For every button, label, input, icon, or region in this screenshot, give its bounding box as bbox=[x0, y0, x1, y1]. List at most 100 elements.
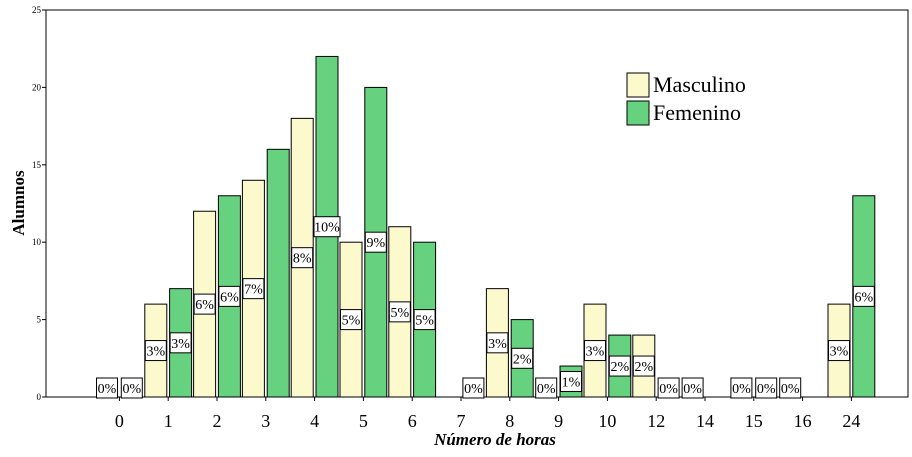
data-label-box bbox=[193, 293, 216, 315]
data-label-masculino-2: 6% bbox=[193, 293, 216, 315]
data-label-masculino-8: 3% bbox=[486, 332, 509, 354]
data-label-text: 5% bbox=[390, 306, 409, 321]
data-label-box bbox=[657, 377, 680, 399]
data-label-box bbox=[96, 377, 118, 399]
x-tick-label: 6 bbox=[408, 411, 417, 431]
y-tick-label: 10 bbox=[32, 237, 42, 247]
data-label-text: 6% bbox=[220, 290, 239, 305]
data-label-text: 6% bbox=[195, 298, 214, 313]
bar-femenino-3 bbox=[266, 148, 290, 398]
data-label-box bbox=[632, 355, 655, 377]
y-axis-title: Alumnos bbox=[9, 170, 28, 236]
data-label-femenino-4: 10% bbox=[313, 216, 341, 238]
data-label-femenino-10: 2% bbox=[608, 355, 631, 377]
data-label-box bbox=[486, 332, 509, 354]
data-label-box bbox=[291, 247, 314, 269]
data-label-femenino-12: 0% bbox=[657, 377, 680, 399]
data-label-box bbox=[388, 301, 411, 323]
data-label-text: 3% bbox=[830, 345, 849, 360]
data-label-box bbox=[779, 377, 802, 399]
x-tick-label: 14 bbox=[696, 411, 714, 431]
data-label-box bbox=[340, 309, 362, 331]
data-label-femenino-8: 2% bbox=[511, 347, 534, 369]
data-label-text: 0% bbox=[98, 382, 117, 397]
bars bbox=[144, 55, 876, 398]
data-label-text: 5% bbox=[415, 314, 434, 329]
data-label-box bbox=[608, 355, 631, 377]
x-tick-label: 24 bbox=[842, 411, 860, 431]
data-label-box bbox=[313, 216, 341, 238]
x-tick-label: 16 bbox=[794, 411, 812, 431]
data-label-box bbox=[364, 231, 387, 253]
legend-swatch-masculino bbox=[626, 72, 650, 98]
data-label-femenino-5: 9% bbox=[364, 231, 387, 253]
data-label-femenino-1: 3% bbox=[169, 332, 192, 354]
data-label-text: 9% bbox=[366, 236, 385, 251]
data-label-masculino-24: 3% bbox=[828, 340, 850, 362]
data-label-text: 0% bbox=[781, 382, 800, 397]
data-label-box bbox=[242, 278, 265, 300]
data-label-box bbox=[828, 340, 850, 362]
y-tick-label: 25 bbox=[32, 5, 42, 15]
data-label-femenino-6: 5% bbox=[413, 309, 436, 331]
data-label-box bbox=[560, 371, 582, 393]
data-label-text: 0% bbox=[659, 382, 678, 397]
data-label-text: 3% bbox=[146, 345, 165, 360]
data-label-box bbox=[413, 309, 436, 331]
data-label-text: 5% bbox=[342, 314, 361, 329]
data-label-box bbox=[462, 377, 485, 399]
data-label-femenino-2: 6% bbox=[218, 285, 241, 307]
x-tick-label: 5 bbox=[359, 411, 368, 431]
data-label-masculino-4: 8% bbox=[291, 247, 314, 269]
data-label-box bbox=[120, 377, 143, 399]
data-label-box bbox=[144, 340, 167, 362]
legend-label-femenino: Femenino bbox=[653, 100, 741, 125]
data-label-text: 0% bbox=[732, 382, 751, 397]
x-axis-title: Número de horas bbox=[433, 430, 556, 449]
data-label-masculino-14: 0% bbox=[681, 377, 704, 399]
data-label-text: 7% bbox=[244, 283, 263, 298]
x-tick-label: 12 bbox=[647, 411, 665, 431]
data-labels: 0% 0% 3% 3% 6% 6% 7% 8% 10% 5% 9% 5% 5% 0% 3% 2% 0% 1% 3% 2… bbox=[96, 216, 875, 399]
legend-label-masculino: Masculino bbox=[653, 72, 746, 97]
x-tick-label: 7 bbox=[457, 411, 466, 431]
data-label-text: 0% bbox=[757, 382, 776, 397]
y-tick-label: 20 bbox=[32, 82, 42, 92]
data-label-text: 0% bbox=[683, 382, 702, 397]
data-label-text: 0% bbox=[537, 382, 556, 397]
x-tick-label: 2 bbox=[213, 411, 222, 431]
data-label-text: 10% bbox=[314, 221, 340, 236]
data-label-masculino-10: 3% bbox=[584, 340, 606, 362]
data-label-text: 3% bbox=[171, 337, 190, 352]
x-tick-label: 10 bbox=[598, 411, 616, 431]
x-tick-label: 0 bbox=[115, 411, 124, 431]
data-label-masculino-1: 3% bbox=[144, 340, 167, 362]
x-tick-label: 9 bbox=[554, 411, 563, 431]
data-label-box bbox=[169, 332, 192, 354]
data-label-masculino-0: 0% bbox=[96, 377, 118, 399]
data-label-text: 2% bbox=[610, 360, 629, 375]
data-label-box bbox=[511, 347, 534, 369]
data-label-text: 0% bbox=[122, 382, 141, 397]
data-label-masculino-6: 5% bbox=[388, 301, 411, 323]
y-tick-label: 15 bbox=[32, 160, 42, 170]
data-label-box bbox=[852, 285, 875, 307]
data-label-text: 8% bbox=[293, 252, 312, 267]
data-label-masculino-5: 5% bbox=[340, 309, 362, 331]
data-label-femenino-7: 0% bbox=[462, 377, 485, 399]
data-label-box bbox=[584, 340, 606, 362]
data-label-femenino-15: 0% bbox=[755, 377, 778, 399]
data-label-text: 6% bbox=[854, 290, 873, 305]
data-label-masculino-15: 0% bbox=[730, 377, 753, 399]
x-tick-label: 4 bbox=[310, 411, 319, 431]
y-tick-label: 0 bbox=[37, 392, 42, 402]
data-label-masculino-3: 7% bbox=[242, 278, 265, 300]
data-label-text: 2% bbox=[513, 352, 532, 367]
data-label-box bbox=[730, 377, 753, 399]
data-label-masculino-9: 0% bbox=[535, 377, 558, 399]
data-label-masculino-12: 2% bbox=[632, 355, 655, 377]
data-label-femenino-0: 0% bbox=[120, 377, 143, 399]
y-tick-label: 5 bbox=[37, 315, 42, 325]
